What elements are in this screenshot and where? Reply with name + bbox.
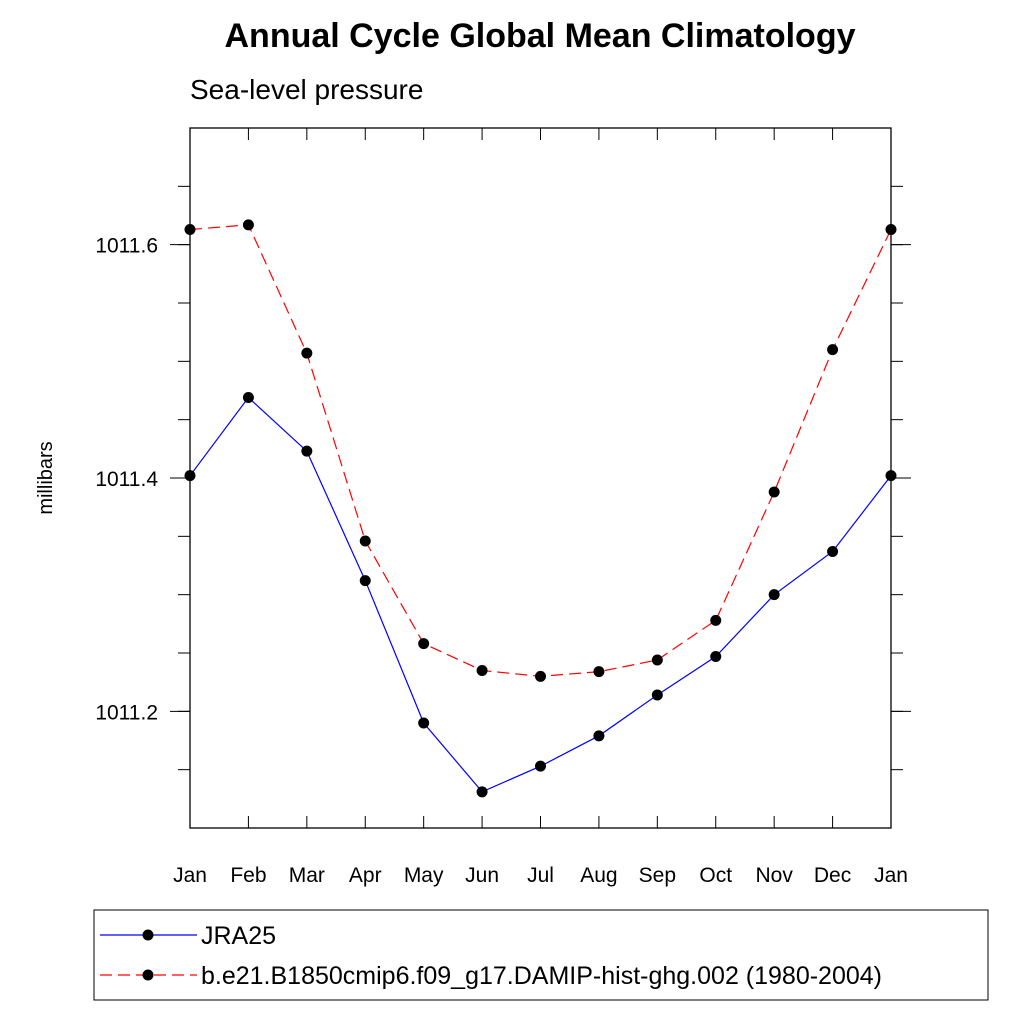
x-tick-label: Jun	[465, 864, 499, 887]
data-point-series-1	[359, 535, 371, 547]
legend-label-model: b.e21.B1850cmip6.f09_g17.DAMIP-hist-ghg.…	[201, 962, 882, 990]
data-point-series-0	[651, 689, 663, 701]
series-lines	[189, 224, 892, 793]
x-tick-label: Aug	[580, 864, 617, 887]
y-axis-label: millibars	[35, 441, 57, 514]
axis-ticks	[170, 128, 911, 828]
x-tick-label: Mar	[289, 864, 325, 887]
data-point-series-1	[301, 347, 313, 359]
data-point-series-1	[885, 224, 897, 235]
data-point-series-0	[710, 651, 722, 662]
legend-marker-jra25	[142, 929, 154, 941]
data-point-series-0	[535, 760, 546, 772]
x-tick-label: Dec	[814, 864, 851, 887]
series-line-1	[189, 224, 892, 677]
x-tick-label: Sep	[639, 864, 676, 887]
data-point-series-0	[184, 470, 196, 482]
y-tick-labels: 1011.2 1011.4 1011.6	[95, 235, 158, 725]
legend: JRA25 b.e21.B1850cmip6.f09_g17.DAMIP-his…	[93, 909, 989, 1001]
data-point-series-1	[827, 344, 839, 356]
data-point-series-1	[768, 486, 780, 498]
x-tick-label: Nov	[755, 864, 793, 887]
data-point-series-0	[301, 445, 313, 457]
data-point-series-0	[593, 730, 605, 742]
data-point-series-0	[885, 470, 897, 482]
x-tick-label: Jul	[527, 864, 554, 887]
series-markers	[184, 219, 897, 798]
x-tick-labels: Jan Feb Mar Apr May Jun Jul Aug Sep Oct Nov Dec Jan	[173, 864, 908, 887]
data-point-series-1	[593, 666, 605, 678]
data-point-series-1	[184, 224, 196, 235]
plot-frame	[189, 127, 892, 829]
x-tick-label: Oct	[699, 864, 732, 887]
data-point-series-1	[535, 670, 546, 682]
x-tick-label: May	[404, 864, 444, 887]
x-tick-label: Apr	[349, 864, 382, 887]
data-point-series-1	[710, 614, 722, 626]
data-point-series-0	[768, 589, 780, 601]
data-point-series-1	[651, 654, 663, 666]
x-tick-label: Feb	[230, 864, 266, 887]
legend-box	[93, 909, 989, 1001]
y-tick-label: 1011.2	[95, 701, 158, 724]
data-point-series-0	[827, 546, 839, 557]
data-point-series-1	[476, 665, 488, 676]
y-tick-label: 1011.6	[95, 235, 158, 258]
data-point-series-0	[359, 575, 371, 587]
chart-subtitle: Sea-level pressure	[190, 74, 423, 105]
series-line-0	[189, 396, 892, 793]
data-point-series-0	[476, 786, 488, 798]
legend-label-jra25: JRA25	[201, 922, 276, 950]
y-tick-label: 1011.4	[95, 468, 158, 491]
x-tick-label: Jan	[173, 864, 207, 887]
data-point-series-0	[418, 717, 430, 729]
data-point-series-1	[242, 219, 254, 231]
legend-marker-model	[142, 969, 154, 981]
chart-title: Annual Cycle Global Mean Climatology	[225, 17, 856, 55]
x-tick-label: Jan	[874, 864, 908, 887]
data-point-series-0	[242, 392, 254, 403]
data-point-series-1	[418, 638, 430, 650]
